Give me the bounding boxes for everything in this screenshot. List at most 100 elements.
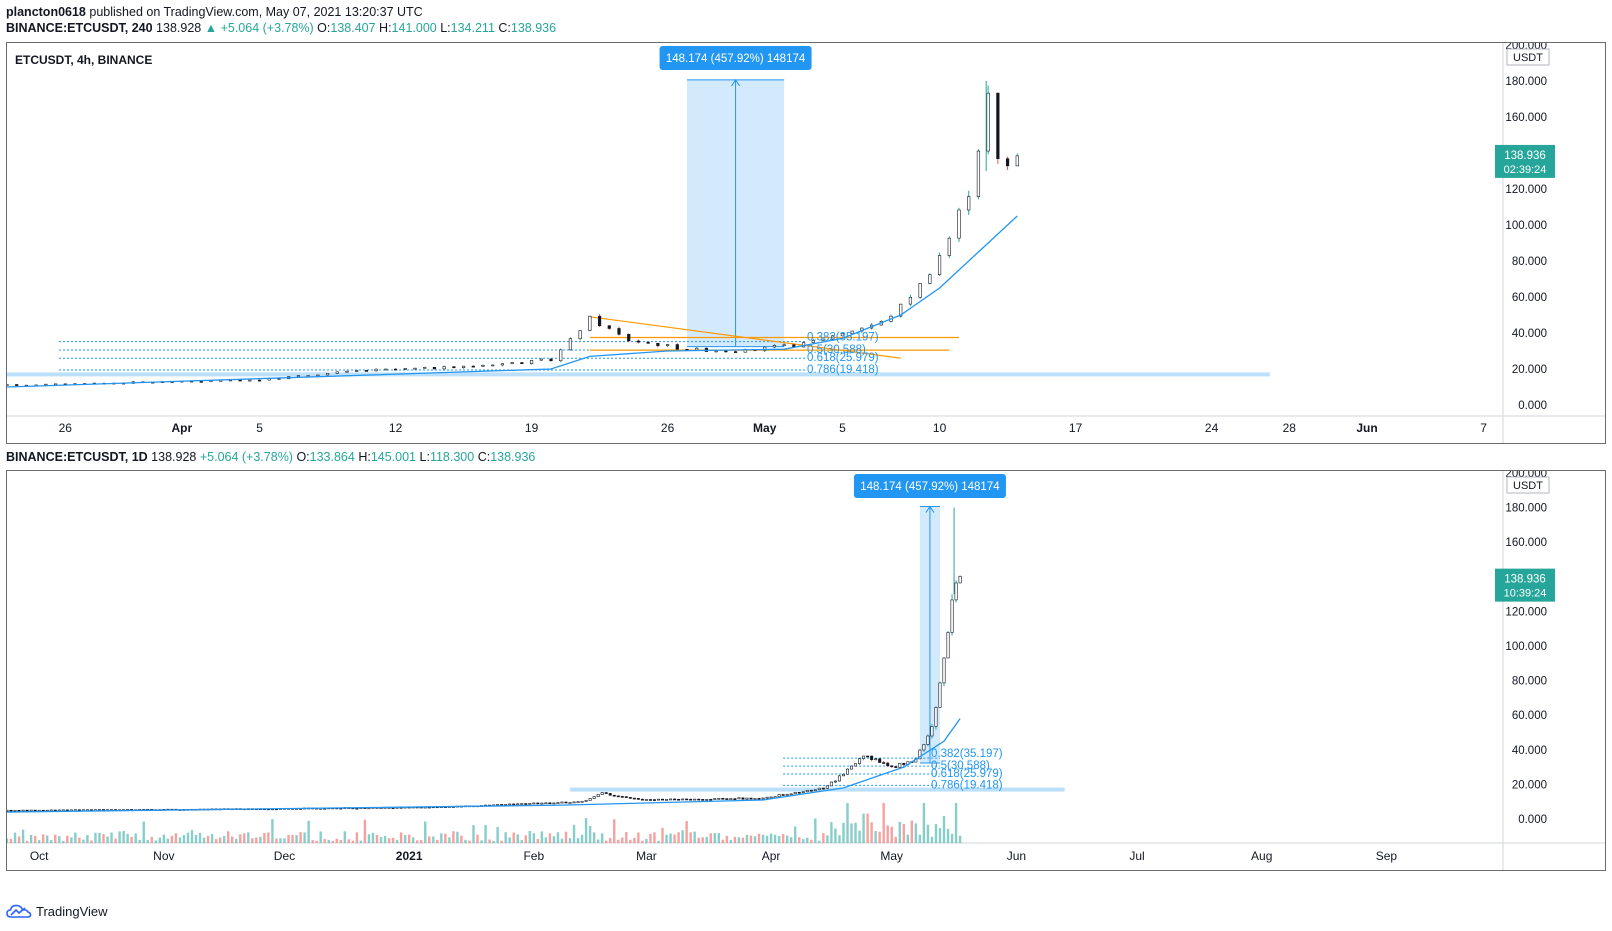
volume-bar: [693, 831, 696, 843]
bottom-chart-panel[interactable]: Oct Nov Dec 2021 Feb Mar Apr May Jun Jul Aug Sep 20…: [6, 470, 1606, 871]
top-chart-panel[interactable]: 26 Apr 5 12 19 26 May 5 10 17 24 28 Jun 7 200.000 180.…: [6, 42, 1606, 444]
volume-bar: [826, 835, 829, 843]
candle-body: [833, 780, 837, 783]
candle-body: [841, 773, 845, 777]
y-axis-label: 200.000: [1505, 471, 1547, 480]
candle-body: [675, 344, 679, 350]
candle-body: [238, 379, 242, 382]
volume-bar: [347, 839, 351, 843]
candle-body: [831, 335, 835, 340]
candle-body: [510, 362, 514, 364]
candle-body: [556, 802, 560, 804]
candle-body: [536, 802, 540, 805]
volume-bar: [118, 831, 121, 843]
candle-body: [866, 755, 870, 758]
candle-body: [782, 344, 786, 347]
candle-body: [516, 803, 520, 806]
candle-body: [894, 766, 898, 768]
support-zone[interactable]: [570, 787, 1065, 792]
candle-body: [797, 791, 801, 794]
volume-bar: [307, 820, 310, 843]
volume-bar: [363, 819, 367, 843]
volume-bar: [556, 832, 560, 843]
candle-body: [714, 350, 718, 353]
volume-bar: [874, 831, 877, 843]
volume-bar: [584, 818, 588, 843]
volume-bar: [170, 835, 174, 843]
candle-body: [845, 768, 849, 775]
volume-bar: [186, 832, 190, 843]
volume-bar: [520, 839, 523, 843]
bottom-open-value: 133.864: [309, 450, 355, 464]
volume-bar: [138, 839, 141, 843]
candle-body: [560, 801, 564, 804]
volume-bar: [198, 832, 202, 843]
top-chart-legend[interactable]: ETCUSDT, 4h, BINANCE: [15, 53, 152, 67]
publish-line: plancton0618 published on TradingView.co…: [6, 5, 423, 19]
publish-info: published on TradingView.com, May 07, 20…: [89, 5, 423, 19]
top-open-value: 138.407: [330, 21, 376, 35]
candle-body: [628, 797, 632, 799]
volume-bar: [182, 835, 186, 843]
candle-body: [813, 789, 817, 792]
volume-bar: [367, 834, 371, 843]
tradingview-brand: TradingView: [36, 903, 108, 919]
y-axis-label: 100.000: [1505, 220, 1547, 232]
candle-body: [821, 338, 825, 341]
candle-body: [403, 368, 407, 370]
candle-body: [61, 809, 65, 812]
bottom-measure-label: 148.174 (457.92%) 148174: [860, 481, 1000, 493]
volume-bar: [432, 836, 435, 843]
volume-bar: [17, 836, 21, 843]
publisher-name[interactable]: plancton0618: [6, 5, 86, 19]
volume-bar: [387, 838, 391, 843]
x-axis-label: Feb: [523, 849, 544, 863]
candle-body: [733, 798, 737, 800]
y-axis-label: 60.000: [1512, 292, 1547, 304]
tradingview-footer[interactable]: TradingView: [6, 903, 108, 919]
volume-bar: [930, 836, 934, 843]
top-fib-label-0382: 0.382(35.197): [807, 332, 879, 344]
top-chart-svg[interactable]: 26 Apr 5 12 19 26 May 5 10 17 24 28 Jun 7 200.000 180.…: [7, 43, 1605, 443]
candle-body: [335, 371, 339, 374]
y-axis-label: 0.000: [1518, 400, 1547, 412]
volume-bar: [339, 839, 342, 843]
moving-average-line[interactable]: [7, 215, 1018, 388]
volume-bar: [315, 840, 318, 843]
support-zone[interactable]: [7, 372, 1270, 377]
candle-body: [44, 383, 48, 386]
bottom-currency-badge[interactable]: [1506, 476, 1550, 494]
volume-bar: [343, 831, 347, 843]
volume-bar: [379, 837, 383, 843]
top-currency-badge[interactable]: [1506, 48, 1550, 66]
trendline[interactable]: [589, 316, 901, 359]
volume-bar: [106, 836, 109, 843]
volume-bar: [178, 837, 182, 843]
candle-body: [617, 328, 621, 335]
candle-body: [850, 330, 854, 334]
volume-bar: [154, 840, 157, 843]
volume-bar: [657, 840, 660, 843]
y-axis-label: 200.000: [1505, 43, 1547, 52]
volume-bar: [74, 832, 77, 843]
top-symbol[interactable]: BINANCE:ETCUSDT, 240: [6, 21, 153, 35]
candle-body: [540, 802, 544, 805]
volume-bar: [846, 803, 849, 843]
y-axis-label: 160.000: [1505, 112, 1547, 124]
volume-bar: [46, 835, 49, 843]
candle-body: [733, 351, 738, 353]
volume-bar: [440, 833, 443, 843]
volume-bar: [902, 824, 905, 843]
bottom-symbol[interactable]: BINANCE:ETCUSDT, 1D: [6, 450, 148, 464]
candle-body: [73, 809, 77, 812]
candle-body: [665, 344, 670, 347]
y-axis-label: 120.000: [1505, 606, 1547, 618]
candle-body: [922, 744, 926, 751]
bottom-chart-svg[interactable]: Oct Nov Dec 2021 Feb Mar Apr May Jun Jul Aug Sep 20…: [7, 471, 1605, 870]
volume-bar: [536, 838, 540, 843]
moving-average-line[interactable]: [7, 718, 961, 813]
candle-body: [801, 791, 805, 794]
x-axis-label: Oct: [30, 849, 49, 863]
volume-bar: [355, 832, 359, 843]
candle-body: [878, 758, 882, 763]
